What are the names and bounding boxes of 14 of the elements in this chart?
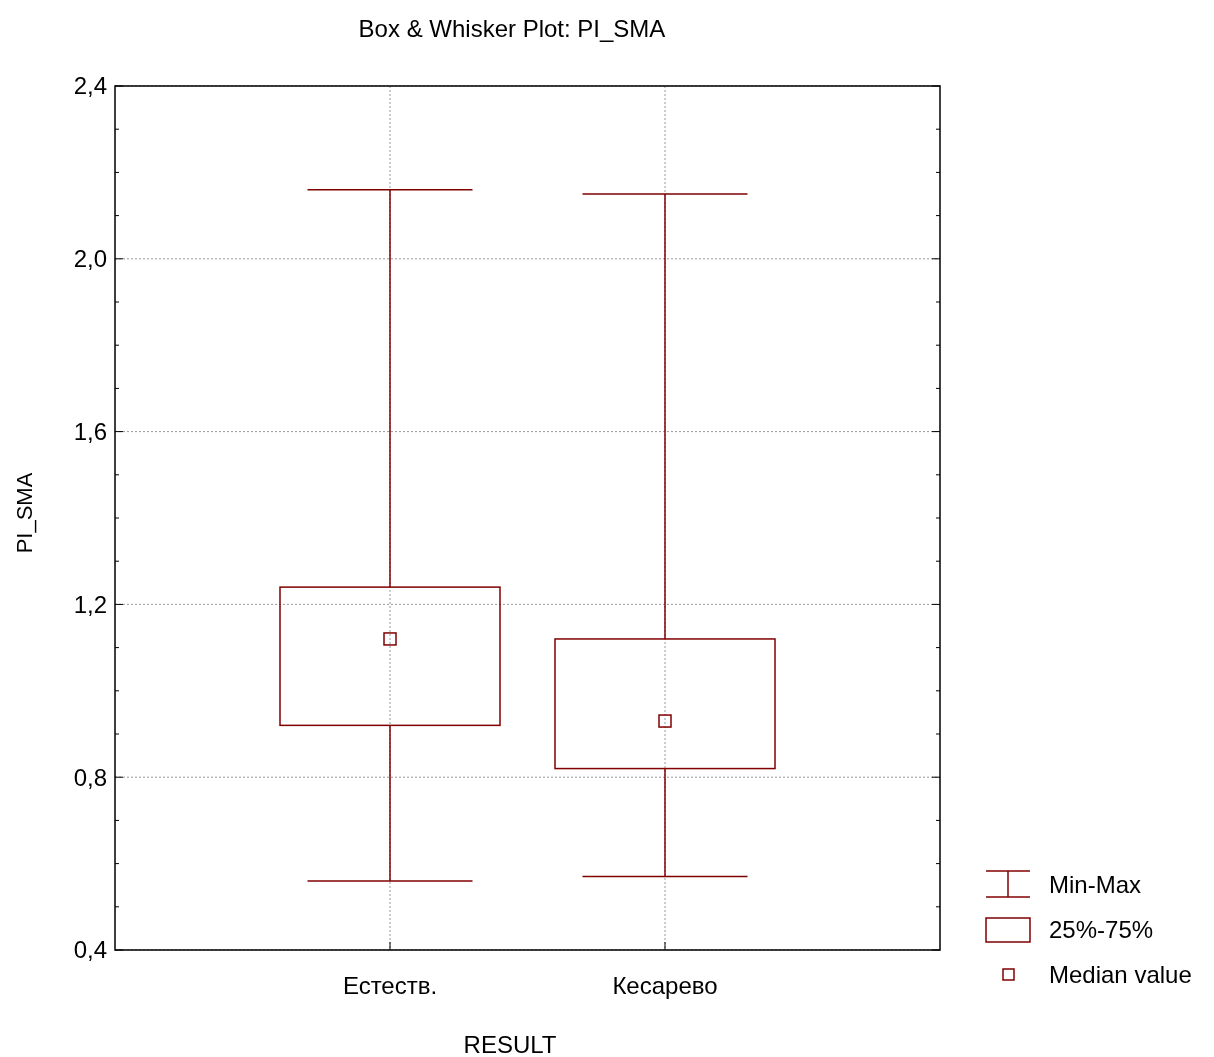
x-tick-label: Естеств. <box>342 972 438 999</box>
y-tick-label: 2,0 <box>73 245 107 273</box>
y-tick-label: 2,4 <box>73 72 107 100</box>
chart-title: Box & Whisker Plot: PI_SMA <box>358 15 666 42</box>
y-tick-label: 0,8 <box>73 763 107 791</box>
text: 25%-75% <box>1049 916 1154 944</box>
text: Median value <box>1049 961 1192 989</box>
text: Min-Max <box>1049 871 1142 899</box>
y-tick-label: 1,6 <box>73 418 107 445</box>
x-axis-title: RESULT <box>463 1031 557 1057</box>
x-tick-label: Кесарево <box>612 972 718 999</box>
y-tick-label: 0,4 <box>73 936 107 964</box>
y-tick-label: 1,2 <box>73 590 107 618</box>
y-axis-title: PI_SMA <box>12 472 37 554</box>
